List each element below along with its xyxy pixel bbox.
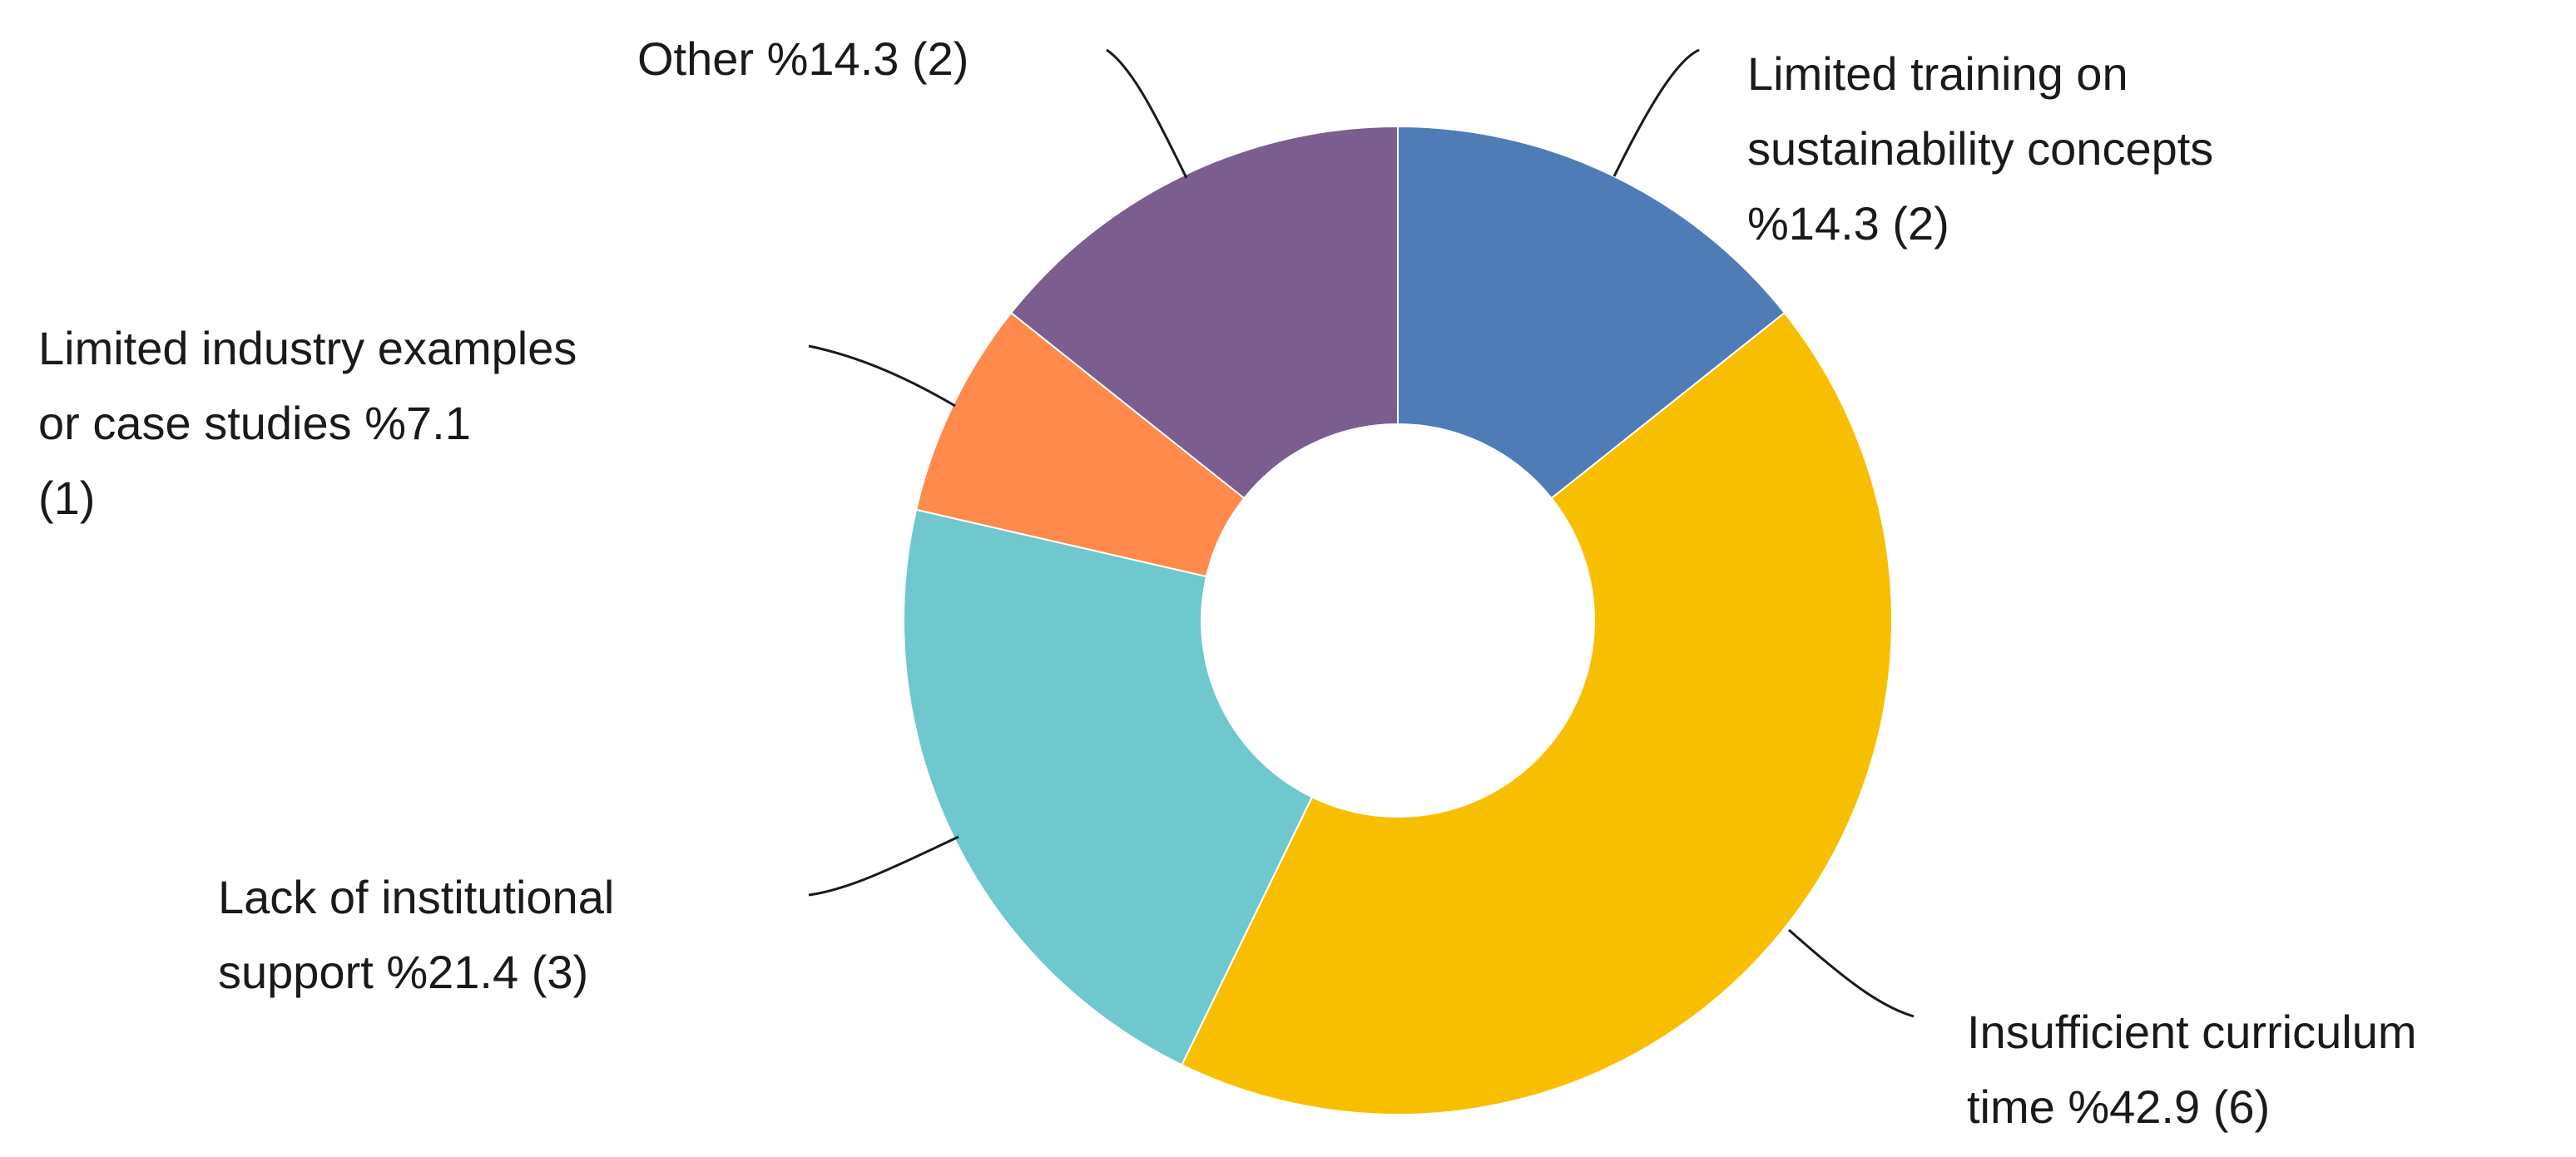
slice-label-4-line-0: Other %14.3 (2) <box>637 32 968 85</box>
leader-line-1 <box>1788 928 1915 1018</box>
slice-label-2: Lack of institutional support %21.4 (3) <box>218 871 614 998</box>
leader-line-4 <box>1106 48 1188 179</box>
slices-group <box>903 125 1893 1115</box>
leader-line-0 <box>1612 48 1700 177</box>
slice-label-2-line-0: Lack of institutional <box>218 871 614 923</box>
slice-label-3-line-1: or case studies %7.1 <box>38 397 471 449</box>
slice-label-1-line-1: time %42.9 (6) <box>1967 1080 2270 1133</box>
slice-label-1: Insufficient curriculum time %42.9 (6) <box>1967 1006 2417 1133</box>
slice-label-3: Limited industry examples or case studies… <box>38 322 577 524</box>
slice-4 <box>1009 125 1399 500</box>
labels-group: Limited training on sustainability concep… <box>38 32 2417 1133</box>
slice-0 <box>1397 125 1786 500</box>
slice-3 <box>914 311 1246 578</box>
slice-label-0-line-0: Limited training on <box>1747 47 2128 100</box>
slice-label-0: Limited training on sustainability concep… <box>1747 47 2213 250</box>
slice-1 <box>1181 311 1893 1115</box>
slice-label-1-line-0: Insufficient curriculum <box>1967 1006 2417 1058</box>
leader-lines-group <box>808 48 1915 1018</box>
slice-label-4: Other %14.3 (2) <box>637 32 968 85</box>
leader-line-3 <box>808 344 956 408</box>
slice-label-2-line-1: support %21.4 (3) <box>218 946 588 998</box>
slice-2 <box>903 508 1314 1066</box>
slice-label-0-line-2: %14.3 (2) <box>1747 197 1949 250</box>
slice-label-0-line-1: sustainability concepts <box>1747 122 2213 175</box>
leader-line-2 <box>808 835 959 897</box>
slice-label-3-line-2: (1) <box>38 472 95 524</box>
slice-label-3-line-0: Limited industry examples <box>38 322 577 374</box>
